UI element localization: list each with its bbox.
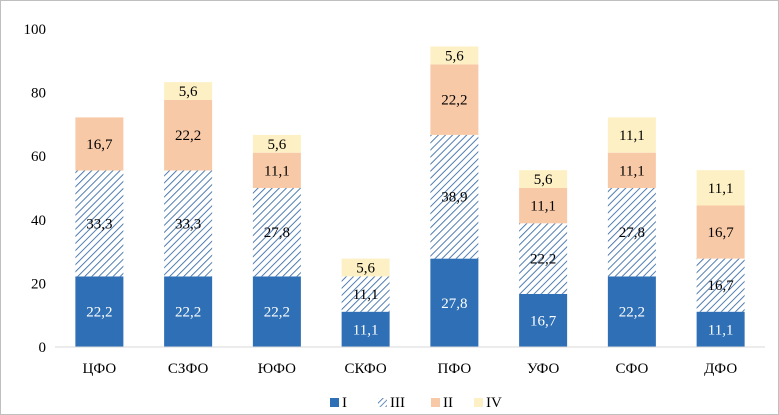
data-label: 38,9 (441, 190, 467, 206)
bar-segment-iv (607, 117, 656, 153)
bar-segment-iii (696, 258, 745, 312)
data-label: 11,1 (708, 181, 734, 197)
bar-segment-iv (164, 82, 213, 100)
data-label: 16,7 (530, 313, 557, 329)
data-label: 11,1 (530, 199, 556, 215)
data-label: 5,6 (445, 48, 464, 64)
y-tick-label: 80 (31, 86, 46, 102)
data-label: 27,8 (264, 225, 290, 241)
bar-segment-i (164, 276, 213, 347)
bar-segment-iv (252, 134, 301, 153)
data-label: 16,7 (86, 137, 113, 153)
x-category-label: ДФО (704, 361, 737, 377)
data-label: 16,7 (708, 225, 735, 241)
data-label: 22,2 (619, 305, 645, 321)
bar-segment-iii (341, 276, 390, 312)
data-label: 11,1 (353, 287, 379, 303)
legend-label: II (443, 395, 453, 411)
data-label: 33,3 (175, 216, 201, 232)
data-label: 11,1 (619, 163, 645, 179)
legend-label: I (342, 395, 347, 411)
bar-segment-i (252, 276, 301, 347)
data-label: 11,1 (353, 322, 379, 338)
y-axis: 0 20 40 60 80 100 (24, 22, 47, 356)
data-label: 11,1 (708, 322, 734, 338)
bars: 22,2 33,3 16,7 22,2 33,3 22,2 5,6 22,2 27,8 11,1 5… (75, 46, 745, 347)
legend-swatch-i (330, 398, 339, 407)
data-label: 22,2 (264, 305, 290, 321)
bar-segment-i (696, 311, 745, 347)
data-label: 27,8 (441, 296, 467, 312)
data-label: 22,2 (441, 93, 467, 109)
data-label: 5,6 (268, 137, 287, 153)
x-category-label: СКФО (345, 361, 387, 377)
bar-segment-iii (607, 188, 656, 277)
data-label: 27,8 (619, 225, 645, 241)
data-label: 22,2 (175, 128, 201, 144)
data-label: 5,6 (356, 261, 375, 277)
y-tick-label: 40 (31, 213, 46, 229)
data-label: 11,1 (264, 163, 290, 179)
bar-segment-iv (430, 46, 479, 65)
x-category-label: УФО (527, 361, 560, 377)
data-label: 5,6 (534, 172, 553, 188)
bar-segment-ii (430, 64, 479, 135)
bar-segment-ii (696, 205, 745, 259)
data-label: 22,2 (175, 305, 201, 321)
bar-segment-ii (519, 188, 568, 224)
bar-segment-i (430, 258, 479, 347)
bar-segment-i (607, 276, 656, 347)
x-category-label: СФО (615, 361, 648, 377)
bar-segment-i (341, 311, 390, 347)
data-label: 11,1 (619, 128, 645, 144)
bar-segment-iii (430, 134, 479, 259)
legend-label: III (390, 395, 405, 411)
data-label: 22,2 (86, 305, 112, 321)
x-category-label: ПФО (438, 361, 472, 377)
y-tick-label: 100 (24, 22, 47, 38)
x-axis: ЦФО СЗФО ЮФО СКФО ПФО УФО СФО ДФО (55, 346, 765, 377)
bar-segment-iii (519, 223, 568, 294)
data-label: 33,3 (86, 216, 112, 232)
legend-swatch-ii (431, 398, 440, 407)
bar-segment-i (75, 276, 124, 347)
y-tick-label: 20 (31, 276, 46, 292)
y-tick-label: 60 (31, 149, 46, 165)
bar-segment-i (519, 293, 568, 347)
bar-segment-ii (607, 152, 656, 188)
bar-segment-iv (341, 258, 390, 277)
legend-swatch-iv (474, 398, 483, 407)
bar-segment-ii (252, 152, 301, 188)
bar-segment-iii (164, 170, 213, 277)
legend-swatch-iii (378, 398, 387, 407)
bar-segment-iii (252, 188, 301, 277)
x-category-label: ЦФО (83, 361, 117, 377)
x-category-label: ЮФО (258, 361, 296, 377)
bar-segment-ii (75, 117, 124, 171)
y-tick-label: 0 (39, 340, 47, 356)
bar-segment-ii (164, 99, 213, 171)
legend: I III II IV (330, 395, 502, 411)
legend-label: IV (486, 395, 502, 411)
data-label: 22,2 (530, 252, 556, 268)
bar-segment-iv (696, 170, 745, 206)
data-label: 16,7 (708, 278, 735, 294)
data-label: 5,6 (179, 84, 198, 100)
bar-segment-iv (519, 170, 568, 188)
x-category-label: СЗФО (168, 361, 209, 377)
bar-segment-iii (75, 170, 124, 277)
